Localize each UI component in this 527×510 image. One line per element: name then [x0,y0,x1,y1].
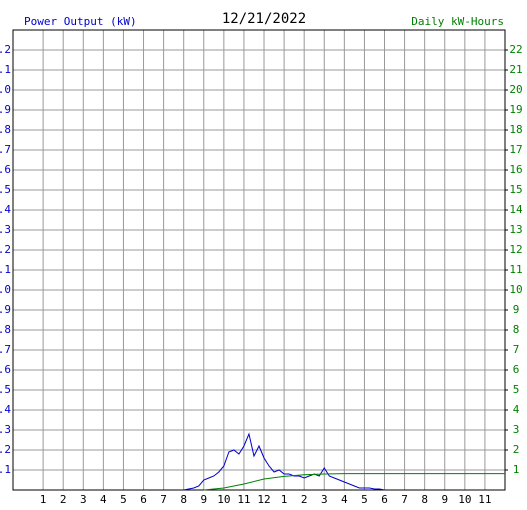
x-tick-label: 1 [281,493,288,506]
x-tick-label: 5 [361,493,368,506]
y-tick-label: 0.7 [0,343,11,356]
y2-tick-label: 5 [513,383,520,396]
y-tick-label: 2.1 [0,63,11,76]
y-tick-label: 0.6 [0,363,11,376]
x-tick-label: 4 [341,493,348,506]
x-tick-label: 9 [200,493,207,506]
y-tick-label: 2.2 [0,43,11,56]
x-tick-label: 2 [60,493,67,506]
y-tick-label: 1.5 [0,183,11,196]
y-tick-label: 1.1 [0,263,11,276]
y2-axis-label: Daily kW-Hours [411,15,504,28]
y-tick-label: 1.3 [0,223,11,236]
y-tick-label: 1.2 [0,243,11,256]
y2-tick-label: 4 [513,403,520,416]
y2-tick-label: 8 [513,323,520,336]
y-tick-label: 1.9 [0,103,11,116]
y-tick-label: 0.3 [0,423,11,436]
data-line [183,432,385,491]
y-tick-label: 1.7 [0,143,11,156]
x-tick-label: 10 [217,493,230,506]
y2-tick-label: 3 [513,423,520,436]
y-tick-label: 0.2 [0,443,11,456]
y-tick-label: 0.5 [0,383,11,396]
y2-tick-label: 11 [509,263,522,276]
y-tick-label: 1.8 [0,123,11,136]
y-tick-label: 2.0 [0,83,11,96]
x-tick-label: 12 [257,493,270,506]
y2-tick-label: 21 [509,63,522,76]
x-tick-label: 4 [100,493,107,506]
x-tick-label: 8 [180,493,187,506]
x-tick-label: 2 [301,493,308,506]
plot-area [12,29,506,491]
chart-title: 12/21/2022 [222,11,306,27]
x-tick-label: 5 [120,493,127,506]
y2-tick-label: 12 [509,243,522,256]
y2-tick-label: 10 [509,283,522,296]
x-tick-label: 9 [441,493,448,506]
y2-tick-label: 7 [513,343,520,356]
data-line [203,473,505,491]
x-tick-label: 11 [478,493,491,506]
x-tick-label: 7 [160,493,167,506]
x-tick-label: 3 [321,493,328,506]
x-tick-label: 8 [421,493,428,506]
y2-tick-label: 19 [509,103,522,116]
x-tick-label: 11 [237,493,250,506]
x-tick-label: 3 [80,493,87,506]
y2-tick-label: 13 [509,223,522,236]
x-tick-label: 6 [381,493,388,506]
y2-tick-label: 17 [509,143,522,156]
y-tick-label: 1.0 [0,283,11,296]
y2-tick-label: 20 [509,83,522,96]
x-tick-label: 7 [401,493,408,506]
y2-tick-label: 18 [509,123,522,136]
y-tick-label: 1.6 [0,163,11,176]
y2-tick-label: 1 [513,463,520,476]
y2-tick-label: 16 [509,163,522,176]
y2-tick-label: 15 [509,183,522,196]
y2-tick-label: 6 [513,363,520,376]
y-axis-label: Power Output (kW) [24,15,137,28]
x-tick-label: 1 [40,493,47,506]
y2-tick-label: 2 [513,443,520,456]
y-tick-label: 0.1 [0,463,11,476]
y-tick-label: 0.4 [0,403,11,416]
y-tick-label: 0.8 [0,323,11,336]
y-tick-label: 1.4 [0,203,11,216]
y2-tick-label: 22 [509,43,522,56]
y2-tick-label: 9 [513,303,520,316]
y-tick-label: 0.9 [0,303,11,316]
y2-tick-label: 14 [509,203,523,216]
x-tick-label: 6 [140,493,147,506]
x-tick-label: 10 [458,493,471,506]
